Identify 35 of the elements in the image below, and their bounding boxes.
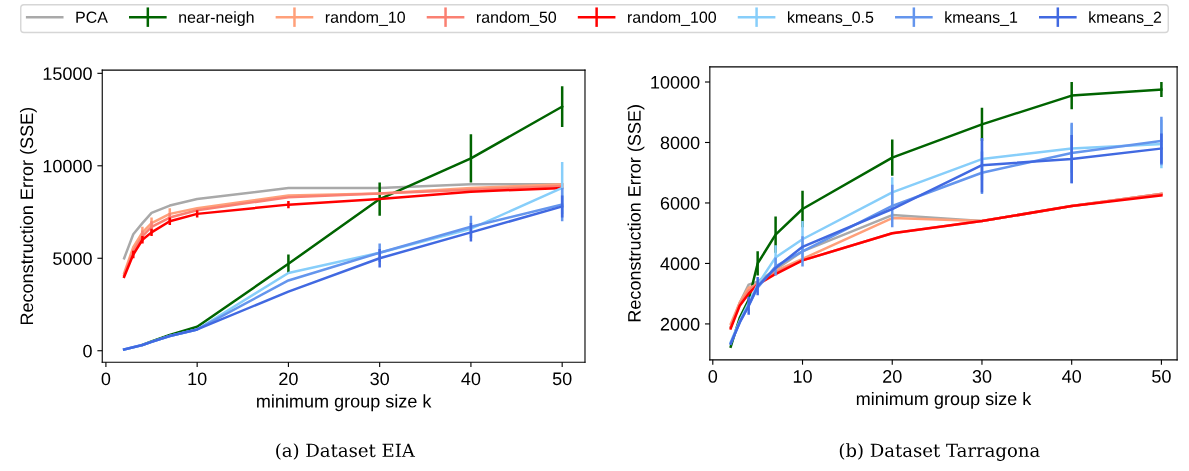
text: (a) Dataset EIA <box>276 443 416 460</box>
y-axis-title: Reconstruction Error (SSE) <box>627 105 645 322</box>
x-tick-label: 20 <box>883 370 902 383</box>
x-tick-label: 40 <box>1062 370 1082 383</box>
y-tick-label: 0 <box>83 344 92 358</box>
y-tick-label: 6000 <box>660 196 700 210</box>
x-tick-label: 30 <box>370 372 389 386</box>
x-tick-label: 50 <box>552 372 572 386</box>
x-tick-label: 0 <box>708 370 718 383</box>
legend-label: random_50 <box>476 11 557 26</box>
legend-label: near-neigh <box>179 11 254 27</box>
x-tick-label: 20 <box>279 372 298 386</box>
legend-label: PCA <box>76 11 108 23</box>
x-tick-label: 10 <box>793 370 812 383</box>
legend-label: random_10 <box>325 11 405 26</box>
y-tick-label: 10000 <box>43 159 92 173</box>
y-axis-title: Reconstruction Error (SSE) <box>19 107 37 325</box>
x-tick-label: 50 <box>1152 370 1171 383</box>
y-tick-label: 15000 <box>43 67 92 81</box>
y-tick-label: 8000 <box>660 136 700 150</box>
legend-label: random_100 <box>628 11 717 26</box>
x-tick-label: 10 <box>188 372 207 386</box>
text: (b) Dataset Tarragona <box>839 443 1040 461</box>
legend-label: kmeans_0.5 <box>788 11 874 26</box>
legend-label: kmeans_2 <box>1089 11 1162 26</box>
y-tick-label: 4000 <box>660 257 700 271</box>
y-tick-label: 2000 <box>660 317 700 331</box>
x-tick-label: 0 <box>101 372 111 386</box>
y-tick-label: 5000 <box>53 252 92 265</box>
y-tick-label: 10000 <box>651 75 700 89</box>
legend-label: kmeans_1 <box>945 11 1018 26</box>
x-axis-title: minimum group size k <box>856 391 1032 409</box>
x-axis-title: minimum group size k <box>257 394 432 412</box>
x-tick-label: 30 <box>972 370 992 383</box>
x-tick-label: 40 <box>461 372 481 386</box>
